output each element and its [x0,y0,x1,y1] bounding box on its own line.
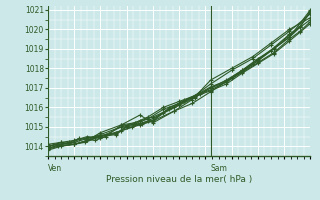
Text: Ven: Ven [48,164,62,173]
Text: Sam: Sam [211,164,228,173]
X-axis label: Pression niveau de la mer( hPa ): Pression niveau de la mer( hPa ) [106,175,252,184]
